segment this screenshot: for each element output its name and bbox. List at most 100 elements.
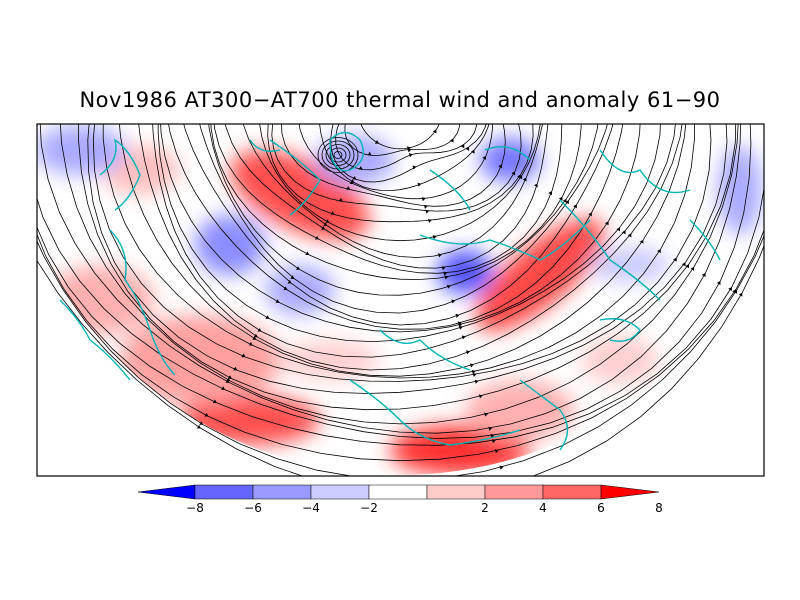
streamline-arrow (511, 171, 516, 176)
streamline-arrow (728, 287, 732, 291)
map-title: Nov1986 AT300−AT700 thermal wind and ano… (79, 88, 721, 112)
streamline-arrow (432, 129, 437, 134)
streamline-arrow (681, 262, 686, 267)
streamline-arrow (588, 212, 592, 217)
streamline-arrow (701, 272, 706, 277)
colorbar-tick-label: −8 (186, 501, 204, 515)
streamline-arrow (349, 180, 354, 184)
coastlines (59, 131, 721, 451)
streamline-arrow (478, 394, 483, 399)
streamline-arrow (358, 166, 363, 170)
streamline-arrow (461, 335, 466, 340)
streamline-arrow (257, 328, 262, 332)
streamline-arrow (407, 148, 412, 153)
colorbar-tick-label: 4 (539, 501, 547, 515)
streamline-arrow (367, 151, 372, 156)
streamline-arrow (690, 266, 695, 271)
colorbar-segment (368, 484, 428, 500)
streamline-arrow (196, 424, 201, 429)
streamline-arrow (484, 412, 489, 417)
streamline-arrow (738, 292, 743, 297)
streamline-arrow (275, 299, 280, 303)
streamline-arrow (421, 197, 426, 202)
streamline-arrow (499, 465, 504, 470)
streamline-arrow (428, 218, 432, 223)
streamline-arrow (323, 222, 328, 226)
streamline-arrow (616, 227, 620, 232)
hemisphere-mask (37, 124, 764, 476)
streamline-arrow (573, 204, 577, 209)
streamline-arrow (465, 146, 470, 151)
colorbar-tick-label: 6 (597, 501, 605, 515)
streamline-arrow (290, 275, 295, 279)
streamline-arrow (470, 149, 475, 154)
streamline-arrow (338, 197, 343, 202)
streamline-arrow (673, 257, 677, 262)
streamline-arrow (330, 211, 335, 215)
streamline-arrow (417, 182, 422, 187)
streamline-arrow (548, 191, 552, 196)
streamline-arrow (321, 226, 326, 230)
streamline-arrow (252, 336, 257, 340)
colorbar-tick-label: 2 (481, 501, 489, 515)
colorbar: −8 −6 −4 −2 2 4 6 8 (137, 484, 663, 515)
streamline-arrow (466, 350, 470, 355)
streamline-arrow (443, 271, 448, 276)
vortex-streamline (317, 137, 359, 173)
streamline-arrow (657, 249, 661, 254)
streamline-arrow (444, 275, 449, 280)
streamline-arrow (346, 186, 351, 190)
colorbar-segment (252, 484, 312, 500)
streamline-arrow (325, 219, 330, 223)
streamline-arrow (488, 426, 493, 431)
map-plot-area (37, 124, 764, 476)
streamline-arrow (265, 315, 270, 319)
streamline-arrow (315, 235, 320, 240)
streamline-arrow (425, 209, 430, 214)
streamline-arrow (227, 375, 232, 379)
streamline-arrow (283, 286, 288, 290)
streamline-arrow (412, 165, 417, 170)
streamline-arrow (305, 251, 310, 255)
streamline-arrow (287, 279, 292, 284)
streamline-arrow (558, 196, 563, 201)
streamline-arrow (716, 280, 721, 285)
colorbar-segment (484, 484, 544, 500)
streamline-arrow (472, 372, 477, 377)
streamline-arrow (565, 200, 569, 205)
streamline-arrow (253, 333, 258, 338)
vortex-streamline (325, 144, 351, 166)
streamline-arrow (296, 266, 301, 270)
streamline-arrow (474, 379, 479, 384)
streamline-arrow (352, 176, 357, 180)
streamline-arrow (241, 353, 246, 358)
thermal-wind-streamlines (37, 124, 764, 476)
streamline-arrow (534, 183, 538, 188)
streamline-arrow (408, 153, 413, 158)
streamline-arrow (639, 239, 644, 244)
streamline-arrow (604, 221, 609, 226)
streamline-arrow (522, 177, 527, 182)
streamline-arrow (374, 140, 379, 144)
colorbar-segment (426, 484, 486, 500)
colorbar-segment (310, 484, 370, 500)
colorbar-arrow-low (137, 484, 196, 500)
streamline-arrow (423, 204, 428, 209)
streamline-arrow (498, 164, 502, 169)
streamline-arrow (482, 155, 486, 160)
streamline-arrow (459, 325, 463, 330)
streamline-arrow (627, 233, 632, 238)
streamline-arrow (562, 198, 567, 203)
colorbar-segment (542, 484, 602, 500)
streamline-arrow (212, 399, 217, 403)
streamline-arrow (199, 421, 204, 425)
streamline-arrow (685, 264, 689, 269)
streamline-arrow (621, 230, 626, 235)
streamline-arrow (518, 175, 523, 180)
streamline-arrow (451, 299, 456, 304)
streamline-arrow (441, 266, 446, 271)
colorbar-tick-label: 8 (655, 501, 663, 515)
colorbar-segment (194, 484, 254, 500)
streamline-arrow (221, 386, 226, 390)
